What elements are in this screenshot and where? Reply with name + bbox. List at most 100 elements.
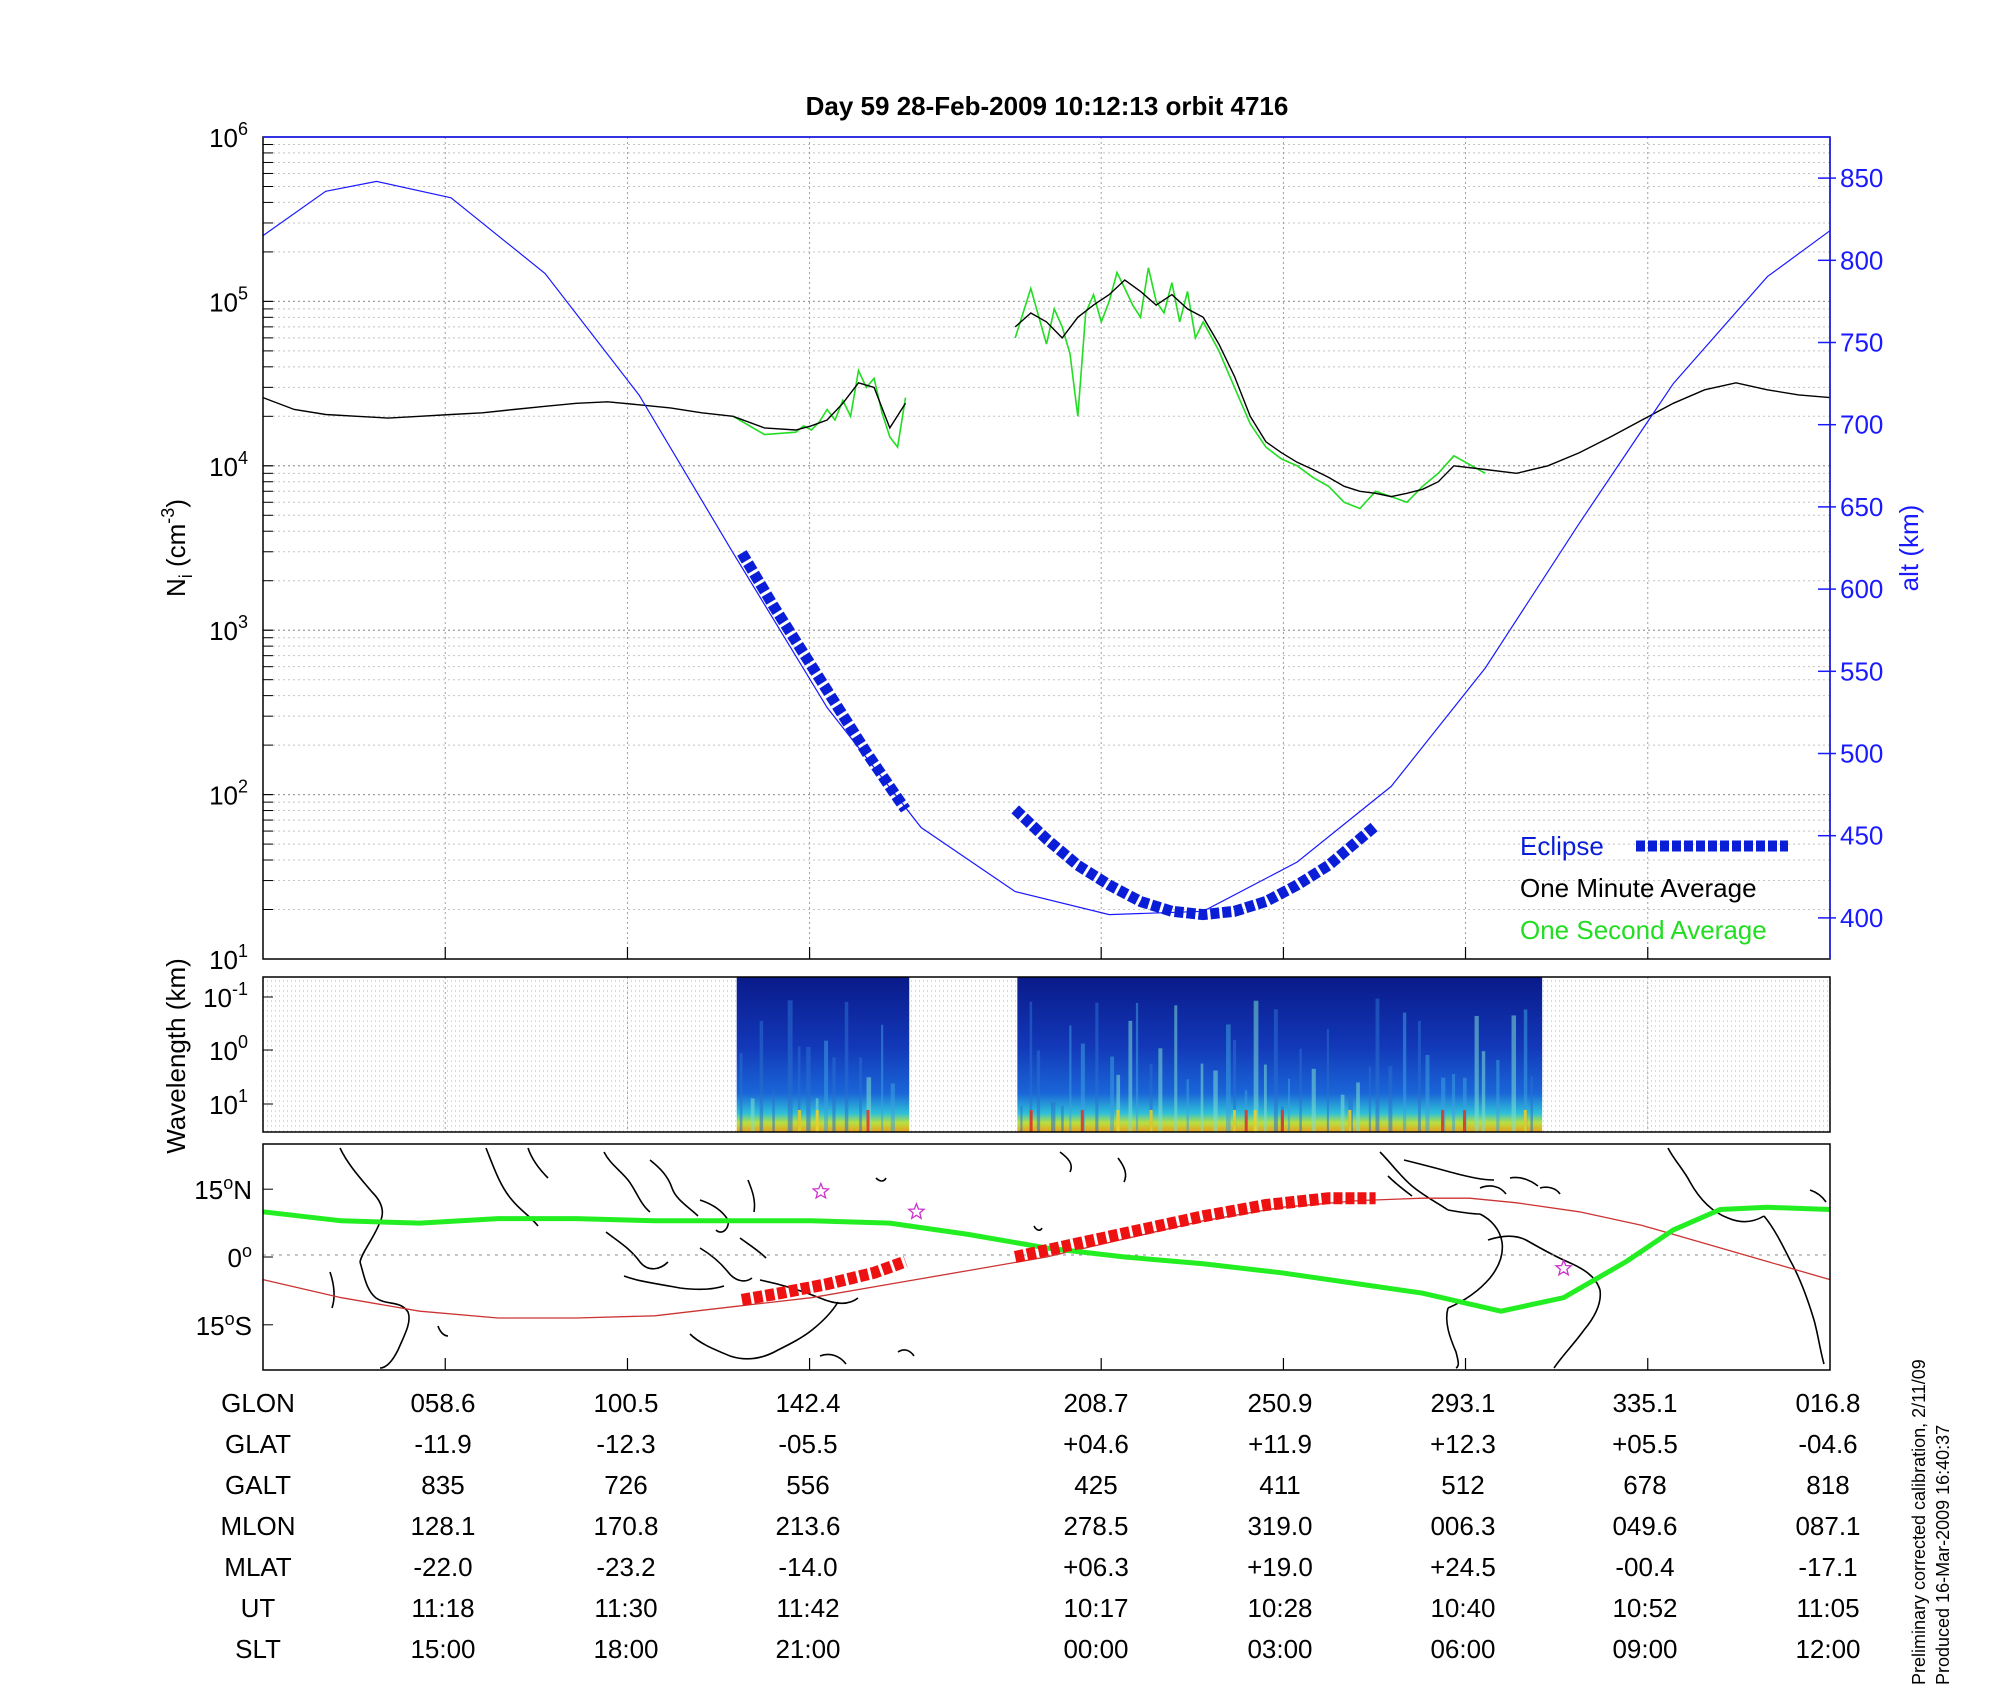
spectrogram-streak (1287, 1078, 1291, 1132)
tick-exp: 6 (238, 119, 248, 139)
tick-value: 15 (194, 1175, 223, 1205)
ephemeris-cell: +12.3 (1430, 1429, 1496, 1459)
spectrogram-streak (1174, 1005, 1178, 1132)
spectrogram-streak (1135, 1002, 1139, 1132)
spectrogram-streak (881, 1024, 884, 1132)
density-y-tick-label: 103 (209, 612, 248, 646)
altitude-tick-label: 750 (1840, 328, 1883, 358)
ephemeris-cell: 016.8 (1795, 1388, 1860, 1418)
density-y-tick-label: 105 (209, 283, 248, 317)
ephemeris-cell: -12.3 (596, 1429, 655, 1459)
altitude-y-label: alt (km) (1894, 505, 1924, 592)
ephemeris-row-label: MLON (220, 1511, 295, 1541)
ephemeris-row-label: GLON (221, 1388, 295, 1418)
spectrogram-streak (1213, 1070, 1218, 1132)
density-grid (263, 136, 1830, 960)
altitude-line (262, 180, 1831, 916)
spectrogram-hot-streak (1233, 1110, 1237, 1132)
spectrogram-blocks (736, 977, 1543, 1132)
eclipse-track-segment (740, 1255, 908, 1306)
degree-sign: o (225, 1309, 235, 1329)
altitude-tick-label: 650 (1840, 492, 1883, 522)
spectrogram-streak (824, 1040, 829, 1132)
spectrogram-streak (1128, 1020, 1133, 1132)
spectrogram-streak (1496, 1059, 1500, 1132)
ephemeris-cell: 278.5 (1063, 1511, 1128, 1541)
tick-base: 10 (209, 287, 238, 317)
ephemeris-cell: 678 (1623, 1470, 1666, 1500)
density-y-label: Ni (cm-3) (158, 499, 196, 597)
ephemeris-cell: 087.1 (1795, 1511, 1860, 1541)
spectrogram-streak (1273, 1009, 1278, 1132)
produced-note: Produced 16-Mar-2009 16:40:37 (1933, 1425, 1953, 1685)
spectrogram-streak (1462, 1077, 1467, 1132)
spectrogram-streak (1116, 1074, 1121, 1132)
map-y-tick-label: 0o (228, 1241, 252, 1273)
spectrogram-streak (1036, 1050, 1041, 1132)
ephemeris-cell: 10:28 (1247, 1593, 1312, 1623)
ephemeris-cell: +04.6 (1063, 1429, 1129, 1459)
ephemeris-cell: 09:00 (1612, 1634, 1677, 1664)
tick-base: 10 (209, 1036, 238, 1066)
altitude-tick-label: 600 (1840, 574, 1883, 604)
spectrogram-y-tick-label: 101 (209, 1086, 248, 1120)
ephemeris-cell: 00:00 (1063, 1634, 1128, 1664)
ephemeris-cell: 11:05 (1796, 1593, 1859, 1623)
spectrogram-streak (1356, 1082, 1360, 1132)
spectrogram-streak (1095, 1002, 1099, 1132)
spectrogram-streak (1530, 1076, 1533, 1132)
spectrogram-hot-streak (1244, 1110, 1248, 1132)
spectrogram-hot-streak (1116, 1110, 1120, 1132)
map-axes-frame (262, 1143, 1831, 1371)
tick-base: 10 (209, 945, 238, 975)
ephemeris-row-label: GALT (225, 1470, 291, 1500)
tick-exp: 3 (238, 612, 248, 632)
ephemeris-cell: -22.0 (413, 1552, 472, 1582)
spectrogram-streak (1299, 1048, 1302, 1132)
one-minute-average-line (262, 279, 1831, 498)
coastlines (329, 1147, 1827, 1369)
spectrogram-streak (739, 1053, 743, 1132)
ephemeris-cell: 556 (786, 1470, 829, 1500)
spectrogram-streak (866, 1077, 872, 1132)
altitude-tick-label: 500 (1840, 739, 1883, 769)
ephemeris-cell: -23.2 (596, 1552, 655, 1582)
spectrogram-hot-streak (1441, 1110, 1445, 1132)
tick-exp: 5 (238, 283, 248, 303)
ephemeris-cell: -17.1 (1798, 1552, 1857, 1582)
tick-base: 10 (209, 1090, 238, 1120)
ephemeris-cell: 512 (1441, 1470, 1484, 1500)
spectrogram-streak (1441, 1077, 1446, 1132)
altitude-tick-label: 850 (1840, 163, 1883, 193)
spectrogram-streak (1110, 1056, 1115, 1132)
map-series (262, 1181, 1831, 1319)
density-y-tick-label: 104 (209, 448, 248, 482)
legend-label: Eclipse (1520, 831, 1604, 861)
spectrogram-streak (1080, 1043, 1085, 1132)
spectrogram-streak (1481, 1051, 1486, 1132)
spectrogram-streak (1326, 1029, 1329, 1132)
spectrogram-hot-streak (866, 1110, 870, 1132)
ephemeris-row-label: GLAT (225, 1429, 291, 1459)
legend-label: One Minute Average (1520, 873, 1757, 903)
spectrogram-streak (832, 1057, 836, 1132)
spectrogram-streak (797, 1046, 801, 1132)
ephemeris-cell: 293.1 (1430, 1388, 1495, 1418)
altitude-y-ticks: 400 450 500 550 600 650 700 750 800 850 (1818, 163, 1883, 933)
ephemeris-cell: -14.0 (778, 1552, 837, 1582)
spectrogram-streak (844, 1001, 849, 1132)
tick-exp: 1 (238, 1086, 248, 1106)
ephemeris-cell: +06.3 (1063, 1552, 1129, 1582)
ephemeris-cell: +24.5 (1430, 1552, 1496, 1582)
spectrogram-streak (1020, 1106, 1023, 1132)
tick-base: 10 (203, 983, 232, 1013)
star-marker (811, 1181, 831, 1200)
ephemeris-cell: 06:00 (1430, 1634, 1495, 1664)
spectrogram-streak (1253, 1000, 1259, 1132)
spectrogram-streak (1375, 998, 1380, 1132)
ephemeris-cell: 726 (604, 1470, 647, 1500)
spectrogram-block (736, 977, 910, 1132)
